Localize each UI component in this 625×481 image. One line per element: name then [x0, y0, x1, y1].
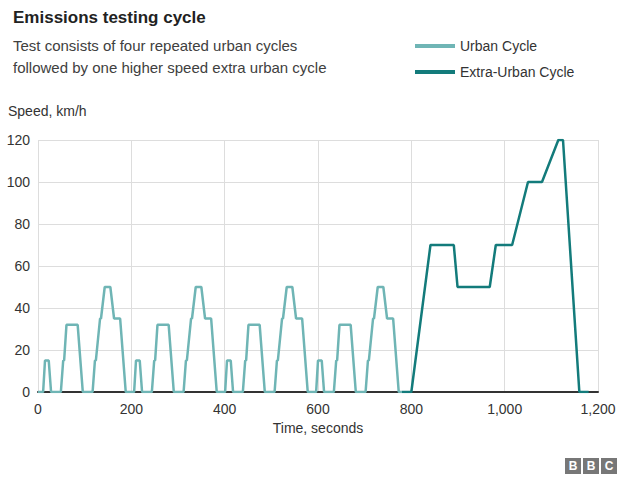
- svg-text:Time, seconds: Time, seconds: [273, 420, 364, 436]
- svg-text:60: 60: [14, 258, 30, 274]
- svg-text:Urban Cycle: Urban Cycle: [460, 38, 537, 54]
- svg-text:80: 80: [14, 216, 30, 232]
- svg-text:1,000: 1,000: [487, 401, 522, 417]
- svg-text:200: 200: [120, 401, 144, 417]
- svg-text:400: 400: [213, 401, 237, 417]
- svg-text:B: B: [569, 459, 578, 473]
- svg-text:0: 0: [34, 401, 42, 417]
- svg-text:40: 40: [14, 300, 30, 316]
- svg-text:1,200: 1,200: [580, 401, 615, 417]
- svg-text:Test consists of four repeated: Test consists of four repeated urban cyc…: [13, 37, 297, 54]
- svg-text:600: 600: [306, 401, 330, 417]
- svg-text:C: C: [605, 459, 614, 473]
- svg-text:Emissions testing cycle: Emissions testing cycle: [13, 8, 206, 27]
- svg-text:Extra-Urban Cycle: Extra-Urban Cycle: [460, 64, 575, 80]
- svg-text:B: B: [587, 459, 596, 473]
- svg-text:Speed, km/h: Speed, km/h: [8, 103, 87, 119]
- svg-text:0: 0: [22, 384, 30, 400]
- svg-text:followed by one higher speed e: followed by one higher speed extra urban…: [13, 59, 327, 76]
- svg-text:100: 100: [7, 174, 31, 190]
- svg-text:120: 120: [7, 132, 31, 148]
- svg-text:800: 800: [400, 401, 424, 417]
- svg-text:20: 20: [14, 342, 30, 358]
